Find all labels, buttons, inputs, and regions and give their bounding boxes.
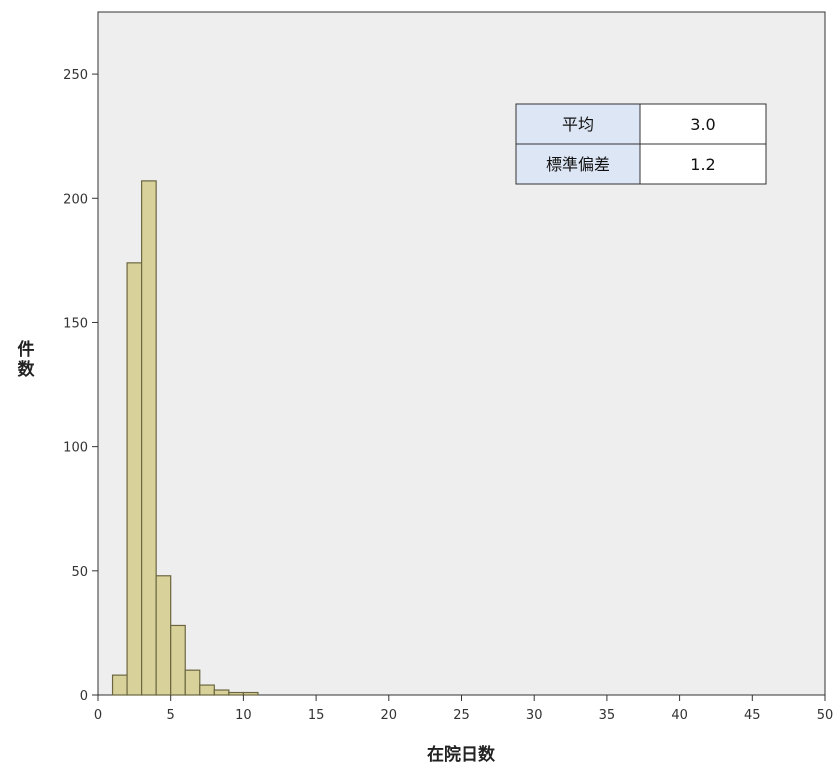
x-tick-label: 45: [744, 708, 761, 723]
x-tick-label: 20: [381, 708, 398, 723]
stats-label-text: 平均: [562, 115, 594, 134]
stats-value-text: 3.0: [690, 115, 715, 134]
histogram-bar: [228, 691, 245, 696]
histogram-bar: [213, 689, 230, 696]
x-tick-label: 10: [235, 708, 252, 723]
stats-value-cell: [639, 143, 767, 185]
stats-table: 平均 3.0 標準偏差 1.2: [515, 103, 767, 185]
x-tick-label: 15: [308, 708, 325, 723]
stats-label-text: 標準偏差: [546, 155, 610, 174]
bars-group: [111, 180, 259, 696]
x-tick-label: 5: [167, 708, 175, 723]
y-axis-title: 件数: [18, 339, 36, 380]
x-axis: 0 5 10 15 20 25 30 35 40 45 50: [94, 695, 833, 723]
histogram-bar: [141, 180, 157, 696]
x-tick-label: 50: [817, 708, 834, 723]
histogram-bar: [242, 691, 259, 696]
y-tick-label: 100: [63, 441, 88, 456]
y-tick-label: 0: [80, 689, 88, 704]
x-axis-title: 在院日数: [427, 744, 496, 765]
x-tick-label: 30: [526, 708, 543, 723]
x-tick-label: 25: [453, 708, 470, 723]
y-tick-label: 150: [63, 316, 88, 331]
histogram-bar: [126, 262, 143, 696]
x-tick-label: 40: [671, 708, 688, 723]
histogram-bar: [199, 684, 215, 696]
x-tick-label: 0: [94, 708, 102, 723]
stats-value-text: 1.2: [690, 155, 715, 174]
y-tick-label: 250: [63, 68, 88, 83]
histogram-bar: [170, 624, 186, 696]
stats-label-cell: [515, 143, 641, 185]
histogram-bar: [111, 674, 128, 696]
histogram-bar: [184, 669, 201, 696]
stats-value-cell: [639, 103, 767, 145]
y-axis: 0 50 100 150 200 250: [63, 68, 98, 704]
y-tick-label: 50: [71, 565, 88, 580]
x-tick-label: 35: [599, 708, 616, 723]
y-tick-label: 200: [63, 192, 88, 207]
histogram-bar: [155, 575, 172, 696]
